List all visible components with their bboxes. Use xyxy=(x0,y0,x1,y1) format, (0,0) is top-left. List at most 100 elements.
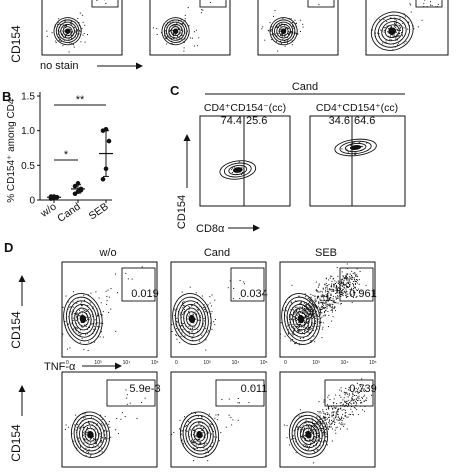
event-dot xyxy=(69,22,71,24)
event-dot xyxy=(379,19,381,21)
tail-dot xyxy=(353,259,354,260)
tail-dot xyxy=(408,21,410,23)
tail-dot xyxy=(322,295,324,297)
event-dot xyxy=(312,440,313,442)
tail-dot xyxy=(121,412,123,414)
tail-dot xyxy=(340,407,342,409)
tail-dot xyxy=(343,284,345,286)
panel-b-letter: B xyxy=(2,89,11,104)
event-dot xyxy=(174,25,176,27)
event-dot xyxy=(300,330,302,332)
tail-dot xyxy=(322,440,324,442)
tail-dot xyxy=(351,411,353,413)
tail-dot xyxy=(346,273,348,275)
tail-dot xyxy=(216,419,218,421)
tail-dot xyxy=(319,422,321,424)
tail-dot xyxy=(342,423,344,425)
tail-dot xyxy=(364,400,365,402)
event-dot xyxy=(187,421,189,422)
tail-dot xyxy=(338,281,340,283)
panel-c-title-1: CD4⁺CD154⁻(cc) xyxy=(204,102,286,114)
event-dot xyxy=(86,320,87,322)
event-dot xyxy=(307,449,309,450)
event-dot xyxy=(314,436,316,438)
event-dot xyxy=(80,303,82,305)
tail-dot xyxy=(393,26,395,28)
tail-dot xyxy=(315,429,317,431)
event-dot xyxy=(316,427,318,429)
tail-dot xyxy=(312,302,314,304)
event-dot xyxy=(184,14,186,16)
tail-dot xyxy=(356,274,358,276)
tail-dot xyxy=(413,28,415,30)
event-dot xyxy=(304,435,306,437)
event-dot xyxy=(275,40,277,42)
event-dot xyxy=(173,32,174,34)
tail-dot xyxy=(430,4,431,6)
event-dot xyxy=(65,25,67,27)
tail-dot xyxy=(328,300,330,301)
tail-dot xyxy=(339,419,340,421)
tail-dot xyxy=(317,316,319,317)
tail-dot xyxy=(108,296,110,298)
event-dot xyxy=(317,307,319,309)
event-dot xyxy=(320,317,322,319)
tail-dot xyxy=(309,309,311,311)
tail-dot xyxy=(323,296,325,298)
event-dot xyxy=(298,326,300,327)
tail-dot xyxy=(354,395,355,396)
tail-dot xyxy=(294,327,296,329)
plot-content xyxy=(280,259,367,346)
event-dot xyxy=(307,322,309,324)
event-dot xyxy=(195,435,197,437)
tail-dot xyxy=(351,398,353,400)
event-dot xyxy=(385,27,387,29)
event-dot xyxy=(194,439,195,441)
tail-dot xyxy=(326,286,328,288)
tail-dot xyxy=(326,404,328,406)
tail-dot xyxy=(319,419,321,421)
event-dot xyxy=(290,314,292,315)
event-dot xyxy=(101,331,102,333)
tail-dot xyxy=(304,296,306,298)
event-dot xyxy=(192,314,194,316)
panel-d-plots: 0 10³ 10⁴ 10⁵ 0 10³ 10⁴ 10⁵ 0 10³ 10⁴ 10⁵ xyxy=(61,259,377,468)
event-dot xyxy=(94,319,96,321)
plot-frame xyxy=(199,115,291,207)
tail-dot xyxy=(332,408,334,410)
contour-ring xyxy=(280,28,287,34)
event-dot xyxy=(198,37,200,39)
event-dot xyxy=(85,439,87,441)
tail-dot xyxy=(334,282,336,284)
tail-dot xyxy=(321,294,323,296)
tail-dot xyxy=(345,285,347,286)
event-dot xyxy=(314,320,316,322)
event-dot xyxy=(70,33,72,35)
event-dot xyxy=(176,317,178,319)
tail-dot xyxy=(347,293,349,295)
tail-dot xyxy=(341,424,343,426)
event-dot xyxy=(312,326,314,328)
event-dot xyxy=(294,328,296,330)
data-point xyxy=(103,126,109,132)
event-dot xyxy=(201,429,203,431)
tail-dot xyxy=(352,281,354,283)
event-dot xyxy=(92,323,94,325)
event-dot xyxy=(264,39,266,41)
event-dot xyxy=(290,301,292,303)
event-dot xyxy=(274,10,276,12)
panel-a-gate xyxy=(91,0,119,8)
tail-dot xyxy=(348,283,349,284)
tail-dot xyxy=(344,415,346,417)
tail-dot xyxy=(315,447,317,449)
event-dot xyxy=(87,34,88,35)
event-dot xyxy=(305,444,307,446)
event-dot xyxy=(321,337,323,339)
tail-dot xyxy=(346,285,347,287)
tail-dot xyxy=(350,278,352,280)
event-dot xyxy=(181,39,183,41)
tail-dot xyxy=(341,409,343,411)
axis-tick-label: 10⁵ xyxy=(151,360,159,366)
tail-dot xyxy=(339,418,341,420)
tail-dot xyxy=(125,272,127,274)
